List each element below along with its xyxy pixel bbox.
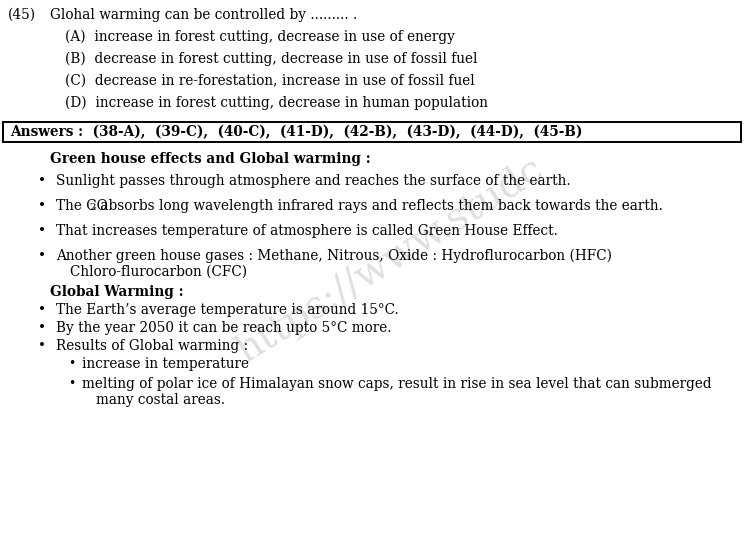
Text: •: • [38,199,46,213]
Text: By the year 2050 it can be reach upto 5°C more.: By the year 2050 it can be reach upto 5°… [56,321,392,335]
Text: (A)  increase in forest cutting, decrease in use of energy: (A) increase in forest cutting, decrease… [65,30,455,44]
Text: The Earth’s average temperature is around 15°C.: The Earth’s average temperature is aroun… [56,303,399,317]
Text: •: • [38,321,46,335]
Text: many costal areas.: many costal areas. [96,393,225,407]
FancyBboxPatch shape [3,122,741,142]
Text: •: • [38,303,46,317]
Text: •: • [68,377,75,390]
Text: Green house effects and Global warming :: Green house effects and Global warming : [50,152,371,166]
Text: •: • [38,174,46,188]
Text: Glohal warming can be controlled by ......... .: Glohal warming can be controlled by ....… [50,8,358,22]
Text: Global Warming :: Global Warming : [50,285,183,299]
Text: The CO: The CO [56,199,108,213]
Text: •: • [68,357,75,370]
Text: Chloro-flurocarbon (CFC): Chloro-flurocarbon (CFC) [70,265,247,279]
Text: •: • [38,339,46,353]
Text: Results of Global warming :: Results of Global warming : [56,339,248,353]
Text: https://www.studc: https://www.studc [229,150,551,370]
Text: Answers :  (38-A),  (39-C),  (40-C),  (41-D),  (42-B),  (43-D),  (44-D),  (45-B): Answers : (38-A), (39-C), (40-C), (41-D)… [10,125,583,139]
Text: •: • [38,224,46,238]
Text: (C)  decrease in re-forestation, increase in use of fossil fuel: (C) decrease in re-forestation, increase… [65,74,475,88]
Text: absorbs long wavelength infrared rays and reflects them back towards the earth.: absorbs long wavelength infrared rays an… [96,199,663,213]
Text: melting of polar ice of Himalayan snow caps, result in rise in sea level that ca: melting of polar ice of Himalayan snow c… [82,377,711,391]
Text: Sunlight passes through atmosphere and reaches the surface of the earth.: Sunlight passes through atmosphere and r… [56,174,571,188]
Text: Another green house gases : Methane, Nitrous, Oxide : Hydroflurocarbon (HFC): Another green house gases : Methane, Nit… [56,249,612,263]
Text: increase in temperature: increase in temperature [82,357,249,371]
Text: •: • [38,249,46,263]
Text: (B)  decrease in forest cutting, decrease in use of fossil fuel: (B) decrease in forest cutting, decrease… [65,52,478,66]
Text: (45): (45) [8,8,36,22]
Text: That increases temperature of atmosphere is called Green House Effect.: That increases temperature of atmosphere… [56,224,558,238]
Text: 2: 2 [89,203,95,212]
Text: (D)  increase in forest cutting, decrease in human population: (D) increase in forest cutting, decrease… [65,96,488,111]
